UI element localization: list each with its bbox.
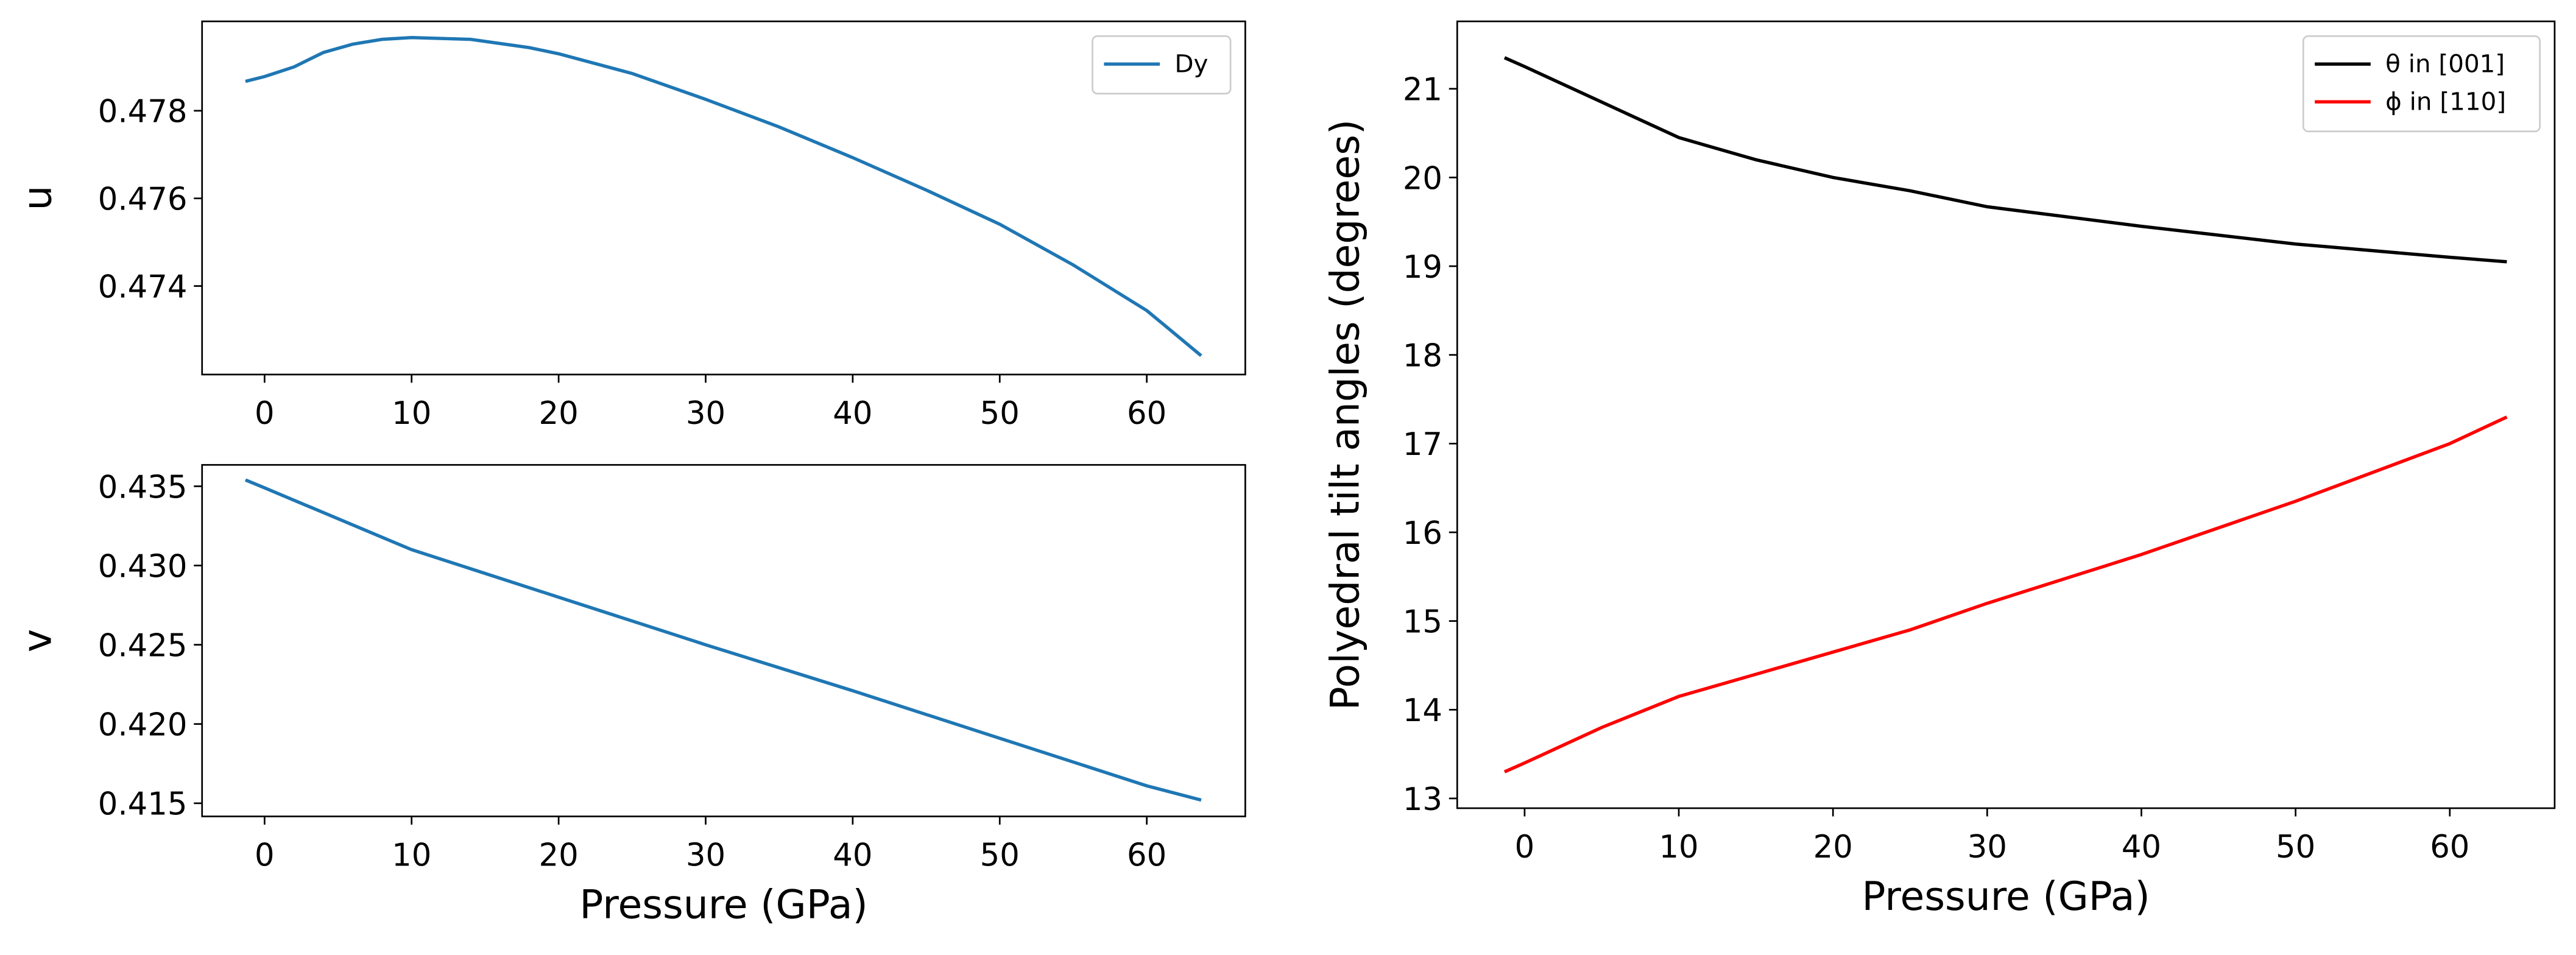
x-tick-label: 50 bbox=[980, 837, 1020, 873]
x-tick-label: 20 bbox=[1813, 829, 1853, 865]
series-line bbox=[1503, 56, 2507, 264]
y-tick-label: 14 bbox=[1403, 692, 1442, 729]
y-tick-label: 13 bbox=[1403, 781, 1442, 818]
y-tick-label: 17 bbox=[1403, 426, 1442, 463]
y-tick-label: 0.420 bbox=[98, 707, 188, 744]
y-tick-label: 0.476 bbox=[98, 181, 188, 218]
x-tick-label: 30 bbox=[1967, 829, 2007, 865]
y-tick-label: 0.474 bbox=[98, 269, 188, 305]
x-tick-label: 30 bbox=[686, 395, 725, 432]
legend-box bbox=[1092, 35, 1232, 95]
y-axis-label: u bbox=[15, 185, 61, 210]
x-tick-label: 60 bbox=[1127, 837, 1166, 873]
plot-frame bbox=[201, 20, 1246, 376]
x-tick-label: 20 bbox=[538, 837, 578, 873]
x-tick-label: 10 bbox=[1659, 829, 1698, 865]
plot-frame bbox=[201, 463, 1246, 817]
y-tick-label: 0.435 bbox=[98, 469, 188, 506]
y-tick-label: 19 bbox=[1403, 249, 1442, 286]
y-tick-label: 0.430 bbox=[98, 548, 188, 585]
chart: 0 10 20 30 40 50 60 0.415 0.420 0.425 0.430 0.435 Pr… bbox=[15, 463, 1246, 928]
y-tick-label: 18 bbox=[1403, 338, 1442, 375]
y-tick-label: 21 bbox=[1403, 72, 1442, 108]
legend-label: Dy bbox=[1174, 49, 1208, 79]
y-tick-label: 15 bbox=[1403, 604, 1442, 641]
series-line bbox=[244, 478, 1202, 802]
y-axis-label: Polyedral tilt angles (degrees) bbox=[1322, 119, 1368, 710]
y-tick-label: 0.425 bbox=[98, 628, 188, 664]
y-axis-label: v bbox=[15, 629, 61, 652]
y-tick-label: 20 bbox=[1403, 160, 1442, 197]
plot-frame bbox=[1456, 20, 2556, 809]
x-tick-label: 0 bbox=[1515, 829, 1535, 865]
legend-label: θ in [001] bbox=[2385, 49, 2505, 79]
x-axis-label: Pressure (GPa) bbox=[579, 883, 867, 928]
x-tick-label: 40 bbox=[2122, 829, 2161, 865]
x-tick-label: 0 bbox=[255, 837, 275, 873]
y-tick-label: 0.415 bbox=[98, 786, 188, 823]
y-tick-label: 16 bbox=[1403, 515, 1442, 552]
x-tick-label: 10 bbox=[392, 395, 431, 432]
x-tick-label: 40 bbox=[833, 395, 872, 432]
x-tick-label: 50 bbox=[980, 395, 1020, 432]
series-line bbox=[1503, 415, 2508, 774]
x-tick-label: 10 bbox=[392, 837, 431, 873]
x-tick-label: 60 bbox=[1127, 395, 1166, 432]
chart: 0 10 20 30 40 50 60 0.474 0.476 0.478 u Dy bbox=[15, 20, 1246, 432]
legend-box bbox=[2302, 35, 2541, 133]
x-tick-label: 40 bbox=[833, 837, 872, 873]
chart: 0 10 20 30 40 50 60 13 14 15 16 17 18 19 20 21 Pressure … bbox=[1322, 20, 2556, 920]
x-tick-label: 20 bbox=[538, 395, 578, 432]
legend-label: ϕ in [110] bbox=[2385, 87, 2506, 116]
x-tick-label: 0 bbox=[255, 395, 275, 432]
x-tick-label: 30 bbox=[686, 837, 725, 873]
x-tick-label: 50 bbox=[2276, 829, 2315, 865]
y-tick-label: 0.478 bbox=[98, 94, 188, 130]
series-line bbox=[245, 35, 1202, 358]
x-axis-label: Pressure (GPa) bbox=[1861, 874, 2150, 920]
x-tick-label: 60 bbox=[2430, 829, 2469, 865]
